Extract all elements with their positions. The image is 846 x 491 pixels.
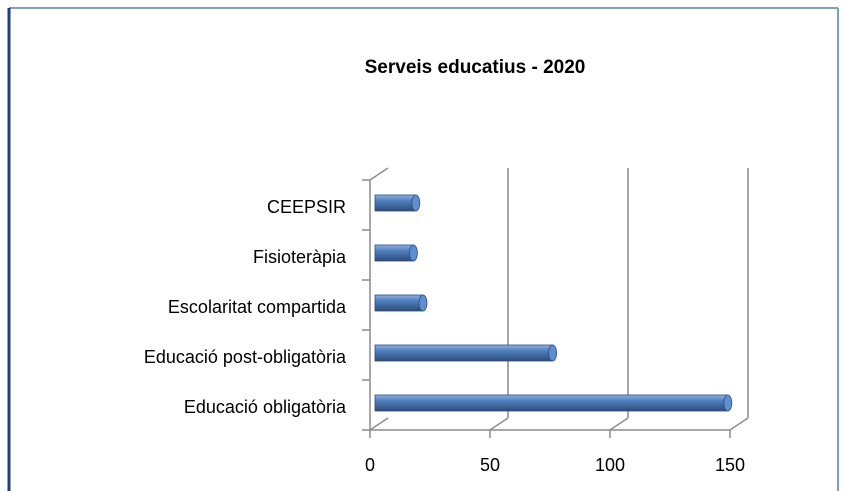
grid-line [729, 417, 749, 431]
x-tick-label: 150 [715, 455, 745, 475]
y-tick-label: Educació post-obligatòria [144, 347, 347, 367]
y-tick-label: CEEPSIR [267, 197, 346, 217]
y-tick-label: Educació obligatòria [184, 397, 347, 417]
y-tick-label: Escolaritat compartida [168, 297, 347, 317]
x-tick-label: 100 [595, 455, 625, 475]
bar [374, 344, 554, 362]
grid-line [489, 417, 509, 431]
bar-cap [548, 344, 557, 362]
bar-cap [411, 194, 421, 212]
x-tick-label: 0 [365, 455, 375, 475]
bar-cap [723, 394, 733, 412]
bar [374, 394, 729, 412]
x-tick-label: 50 [480, 455, 500, 475]
chart-title: Serveis educatius - 2020 [365, 57, 586, 78]
y-tick-label: Fisioteràpia [253, 247, 347, 267]
grid-line [609, 417, 629, 431]
grid-line [369, 417, 389, 431]
bar-cap [418, 294, 428, 312]
bar-cap [408, 244, 418, 262]
bar [374, 294, 424, 312]
axis-left-back [369, 167, 389, 181]
bar [374, 244, 414, 262]
bar [374, 194, 417, 212]
